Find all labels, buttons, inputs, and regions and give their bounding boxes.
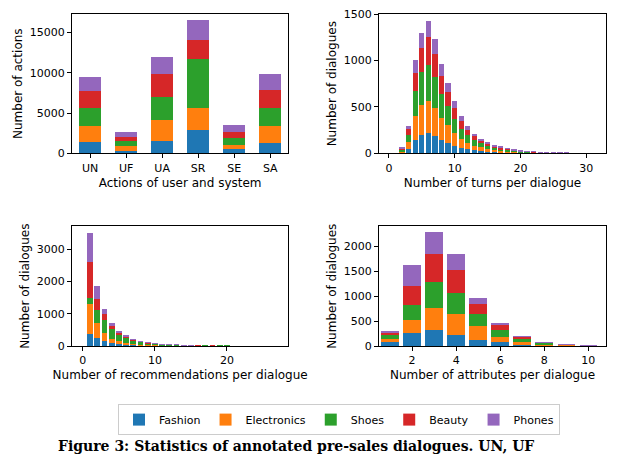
svg-text:2: 2 [409,354,416,367]
svg-text:10: 10 [581,354,595,367]
svg-text:0: 0 [79,354,86,367]
svg-text:0: 0 [58,340,65,353]
svg-text:500: 500 [351,315,372,328]
svg-text:1000: 1000 [37,308,65,321]
svg-text:Figure 3: Statistics of annota: Figure 3: Statistics of annotated pre-sa… [58,438,534,454]
svg-text:Electronics: Electronics [246,414,306,427]
svg-text:0: 0 [365,147,372,160]
svg-text:15000: 15000 [30,26,65,39]
svg-text:20: 20 [220,354,234,367]
svg-text:500: 500 [351,101,372,114]
svg-text:1000: 1000 [344,54,372,67]
svg-text:Number of dialogues: Number of dialogues [18,224,32,349]
svg-text:Number of actions: Number of actions [11,28,25,139]
svg-text:Number of dialogues: Number of dialogues [325,224,339,349]
svg-text:0: 0 [365,340,372,353]
svg-text:Number of recommendations per: Number of recommendations per dialogue [53,368,308,382]
svg-text:4: 4 [453,354,460,367]
svg-text:20: 20 [513,162,527,175]
svg-text:Fashion: Fashion [159,414,201,427]
svg-text:2000: 2000 [37,275,65,288]
svg-text:10: 10 [148,354,162,367]
svg-text:5000: 5000 [37,107,65,120]
svg-text:10: 10 [448,162,462,175]
svg-text:0: 0 [58,147,65,160]
svg-text:10000: 10000 [30,67,65,80]
svg-text:Phones: Phones [514,414,554,427]
svg-text:Actions of user and system: Actions of user and system [99,176,262,190]
svg-text:1500: 1500 [344,265,372,278]
svg-text:Number of dialogues: Number of dialogues [325,21,339,146]
svg-text:Number of turns per dialogue: Number of turns per dialogue [404,176,581,190]
svg-text:UN: UN [82,162,98,175]
svg-text:Shoes: Shoes [351,414,384,427]
svg-text:2000: 2000 [344,240,372,253]
svg-text:3000: 3000 [37,243,65,256]
svg-text:SE: SE [227,162,241,175]
svg-text:UA: UA [154,162,170,175]
svg-text:Number of attributes per dialo: Number of attributes per dialogue [390,368,595,382]
svg-text:6: 6 [497,354,504,367]
svg-text:0: 0 [385,162,392,175]
svg-text:1500: 1500 [344,8,372,21]
svg-text:SA: SA [263,162,278,175]
svg-text:8: 8 [541,354,548,367]
svg-text:UF: UF [119,162,133,175]
svg-text:SR: SR [191,162,206,175]
svg-text:Beauty: Beauty [429,414,468,427]
svg-text:30: 30 [579,162,593,175]
svg-text:1000: 1000 [344,290,372,303]
